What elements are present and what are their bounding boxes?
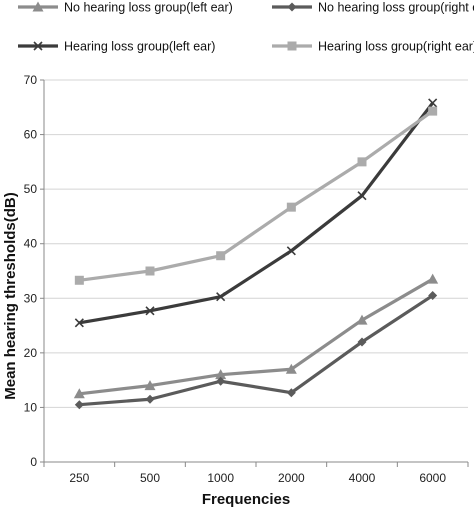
triangle-marker bbox=[427, 273, 439, 284]
legend-item: No hearing loss group(left ear) bbox=[18, 1, 233, 15]
legend-item: No hearing loss group(right ear) bbox=[272, 1, 474, 15]
x-tick-label: 500 bbox=[140, 471, 160, 485]
legend-label: No hearing loss group(right ear) bbox=[318, 1, 474, 15]
axes bbox=[40, 79, 469, 467]
y-tick-label: 20 bbox=[24, 346, 38, 360]
legend-label: No hearing loss group(left ear) bbox=[64, 1, 233, 15]
gridlines bbox=[44, 79, 468, 408]
square-marker bbox=[145, 266, 155, 276]
diamond-marker bbox=[357, 337, 367, 347]
series-1 bbox=[73, 273, 439, 399]
triangle-marker bbox=[73, 388, 85, 399]
diamond-marker bbox=[74, 400, 84, 410]
series-2 bbox=[74, 291, 438, 410]
y-tick-label: 40 bbox=[24, 237, 38, 251]
x-tick-label: 4000 bbox=[349, 471, 376, 485]
diamond-marker bbox=[216, 376, 226, 386]
x-tick-label: 2000 bbox=[278, 471, 305, 485]
legend-item: Hearing loss group(right ear) bbox=[272, 40, 474, 54]
triangle-marker bbox=[32, 1, 44, 12]
square-marker bbox=[216, 251, 226, 261]
x-marker bbox=[216, 292, 226, 302]
series-line bbox=[79, 277, 434, 396]
legend-label: Hearing loss group(right ear) bbox=[318, 40, 474, 54]
square-marker bbox=[428, 106, 438, 116]
series-3 bbox=[74, 98, 438, 328]
x-marker bbox=[357, 191, 367, 201]
diamond-marker bbox=[145, 394, 155, 404]
x-marker-stroke bbox=[145, 306, 155, 316]
square-marker bbox=[357, 157, 367, 167]
legend-item: Hearing loss group(left ear) bbox=[18, 40, 215, 54]
y-tick-label: 60 bbox=[24, 128, 38, 142]
series-line bbox=[79, 294, 434, 407]
y-tick-label: 50 bbox=[24, 182, 38, 196]
x-tick-labels: 250 500 1000 2000 4000 6000 bbox=[69, 471, 446, 485]
x-marker-stroke bbox=[74, 318, 84, 328]
diamond-marker bbox=[287, 2, 297, 12]
x-marker bbox=[74, 318, 84, 328]
triangle-marker bbox=[144, 380, 156, 391]
y-axis-title: Mean hearing thresholds(dB) bbox=[2, 192, 19, 400]
x-marker-stroke bbox=[33, 41, 43, 51]
series-line bbox=[79, 101, 434, 325]
y-tick-label: 0 bbox=[30, 455, 37, 469]
diamond-marker bbox=[286, 388, 296, 398]
series-line bbox=[79, 109, 434, 282]
legend-label: Hearing loss group(left ear) bbox=[64, 40, 215, 54]
series-4 bbox=[74, 106, 438, 285]
x-marker bbox=[428, 98, 438, 108]
triangle-marker bbox=[356, 314, 368, 325]
triangle-marker bbox=[215, 369, 227, 380]
x-marker bbox=[33, 41, 43, 51]
x-marker-stroke bbox=[216, 292, 226, 302]
diamond-marker bbox=[428, 291, 438, 301]
x-marker-stroke bbox=[428, 98, 438, 108]
y-tick-label: 30 bbox=[24, 291, 38, 305]
square-marker bbox=[74, 275, 84, 285]
x-marker-stroke bbox=[286, 246, 296, 256]
legend: No hearing loss group(left ear) No hearin… bbox=[18, 1, 474, 54]
x-tick-label: 250 bbox=[69, 471, 89, 485]
y-tick-label: 70 bbox=[24, 73, 38, 87]
x-axis-title: Frequencies bbox=[202, 491, 290, 508]
square-marker bbox=[286, 202, 296, 212]
triangle-marker bbox=[285, 363, 297, 374]
x-marker-stroke bbox=[357, 191, 367, 201]
y-tick-labels: 0 10 20 30 40 50 60 70 bbox=[24, 73, 38, 469]
square-marker bbox=[287, 41, 297, 51]
x-marker bbox=[145, 306, 155, 316]
x-marker bbox=[286, 246, 296, 256]
y-tick-label: 10 bbox=[24, 400, 38, 414]
x-tick-label: 6000 bbox=[419, 471, 446, 485]
series-group bbox=[73, 98, 439, 410]
x-tick-label: 1000 bbox=[207, 471, 234, 485]
